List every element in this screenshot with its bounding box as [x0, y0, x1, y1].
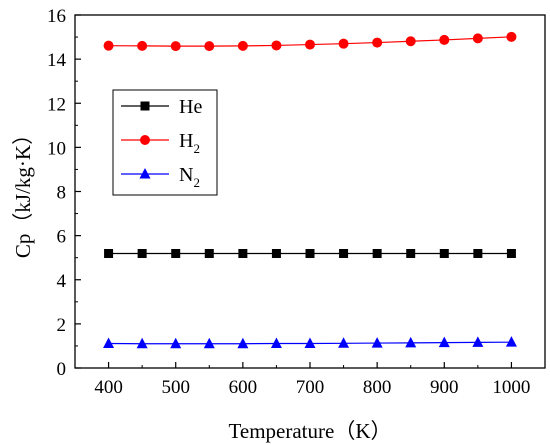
data-point: [136, 337, 148, 349]
y-tick-label: 14: [47, 50, 67, 71]
x-tick-label: 1000: [492, 377, 530, 398]
data-point: [171, 248, 181, 258]
data-point: [271, 40, 282, 51]
data-point: [204, 41, 215, 52]
data-point: [204, 248, 214, 258]
data-point: [170, 337, 182, 349]
data-point: [405, 36, 416, 47]
data-point: [371, 337, 383, 348]
data-point: [137, 248, 147, 258]
x-tick-label: 400: [94, 377, 123, 398]
data-point: [271, 248, 281, 258]
legend: He H2 N2: [112, 89, 218, 196]
series-h2: [103, 31, 517, 52]
data-point: [270, 337, 282, 349]
series-n2: [103, 336, 517, 349]
x-axis-title: Temperature（K）: [229, 419, 392, 443]
y-tick-label: 2: [57, 315, 67, 336]
legend-entry-n2: N2: [121, 164, 200, 190]
data-point: [405, 336, 417, 348]
y-tick-label: 4: [57, 271, 67, 292]
data-point: [338, 337, 350, 348]
data-point: [505, 336, 517, 347]
legend-entry-he: He: [121, 96, 202, 118]
data-point: [438, 336, 450, 348]
data-point: [305, 39, 315, 50]
legend-label: H2: [179, 130, 200, 156]
data-point: [406, 248, 416, 258]
data-point: [506, 31, 517, 42]
data-point: [237, 337, 249, 349]
data-point: [203, 337, 215, 349]
data-point: [237, 40, 248, 51]
x-tick-label: 800: [363, 377, 392, 398]
data-point: [439, 248, 449, 258]
x-tick-label: 900: [430, 377, 459, 398]
data-point: [304, 337, 316, 349]
y-axis-title: Cp（kJ/kg·K）: [11, 124, 35, 258]
legend-box: [112, 89, 218, 196]
x-tick-label: 500: [161, 377, 190, 398]
data-point: [305, 248, 315, 258]
legend-marker: [140, 135, 150, 145]
legend-entry-h2: H2: [121, 130, 200, 156]
data-point: [103, 40, 114, 51]
data-point: [506, 248, 516, 258]
data-point: [439, 34, 450, 45]
legend-marker: [139, 168, 151, 179]
axes-layer: 400 500 600 700 800 900 1000 0 2 4 6 8 10 12 14 16: [47, 6, 530, 398]
data-point: [372, 37, 383, 48]
series-layer: [103, 31, 517, 349]
data-point: [137, 40, 148, 51]
legend-label: He: [179, 96, 202, 118]
series-he: [104, 248, 516, 258]
y-tick-label: 16: [47, 6, 66, 27]
data-point: [372, 248, 382, 258]
legend-marker: [140, 101, 150, 111]
data-point: [472, 33, 483, 44]
data-point: [104, 248, 114, 258]
data-point: [472, 336, 484, 347]
y-tick-label: 10: [47, 138, 66, 159]
data-point: [103, 337, 115, 349]
data-point: [338, 38, 349, 49]
x-tick-label: 600: [229, 377, 258, 398]
y-tick-label: 8: [57, 183, 67, 204]
data-point: [238, 248, 248, 258]
x-tick-label: 700: [296, 377, 325, 398]
y-tick-label: 0: [57, 359, 67, 380]
legend-label: N2: [179, 164, 200, 190]
data-point: [339, 248, 349, 258]
y-tick-label: 6: [57, 227, 67, 248]
data-point: [170, 41, 181, 52]
data-point: [473, 248, 483, 258]
y-tick-label: 12: [47, 94, 66, 115]
